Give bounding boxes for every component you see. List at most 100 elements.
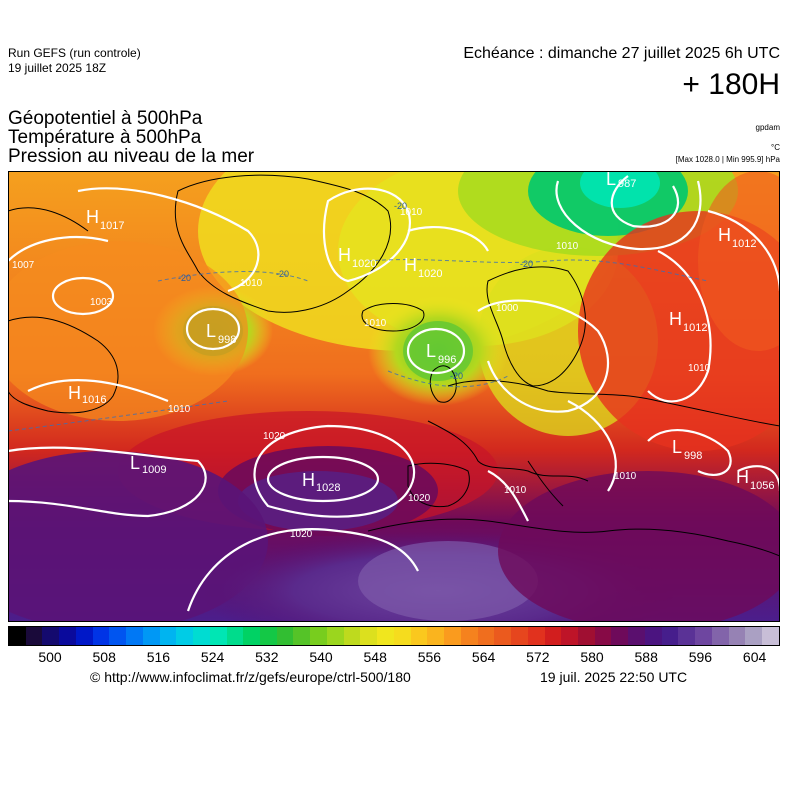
color-scale-tick: 572 — [526, 649, 550, 665]
color-scale-tick: 524 — [200, 649, 225, 665]
color-swatch — [59, 627, 76, 645]
pressure-max-min: [Max 1028.0 | Min 995.9] hPa — [675, 155, 780, 164]
color-swatch — [126, 627, 143, 645]
unit-temperature: °C — [771, 143, 780, 152]
low-pressure-label: L — [672, 437, 682, 457]
color-swatch — [661, 627, 679, 645]
color-swatch — [293, 627, 311, 645]
low-pressure-label: L — [606, 171, 616, 189]
color-swatch — [377, 627, 394, 645]
isobar-label: 1010 — [364, 318, 387, 329]
color-swatch — [561, 627, 578, 645]
isobar-label: 1010 — [688, 363, 711, 374]
color-swatch — [209, 627, 227, 645]
high-pressure-value: 1056 — [750, 480, 774, 492]
isotherm-label: -20 — [178, 273, 191, 283]
color-swatch — [310, 627, 327, 645]
isobar-label: 1020 — [290, 529, 313, 540]
color-scale-tick: 596 — [688, 649, 713, 665]
color-swatch — [460, 627, 478, 645]
isobar-label: 1007 — [12, 260, 35, 271]
low-pressure-value: 996 — [438, 354, 456, 366]
color-swatch — [75, 627, 93, 645]
low-pressure-value: 998 — [684, 450, 702, 462]
color-scale-tick: 508 — [92, 649, 116, 665]
color-scale-tick: 500 — [38, 649, 62, 665]
color-scale-tick: 532 — [255, 649, 279, 665]
color-swatch — [226, 627, 244, 645]
color-swatch — [326, 627, 344, 645]
high-pressure-label: H — [86, 207, 99, 227]
low-pressure-value: 1009 — [142, 464, 166, 476]
source-url: © http://www.infoclimat.fr/z/gefs/europe… — [90, 669, 411, 685]
low-pressure-label: L — [206, 321, 216, 341]
high-pressure-label: H — [68, 383, 81, 403]
color-swatch — [343, 627, 361, 645]
color-swatch — [628, 627, 645, 645]
color-swatch — [92, 627, 110, 645]
param-temperature: Température à 500hPa — [8, 127, 202, 148]
isobar-label: 1010 — [556, 241, 579, 252]
color-swatch — [527, 627, 545, 645]
high-pressure-value: 1017 — [100, 220, 124, 232]
color-swatch — [360, 627, 378, 645]
color-swatch — [410, 627, 428, 645]
color-swatch — [711, 627, 729, 645]
isobar-label: 1010 — [504, 485, 527, 496]
high-pressure-label: H — [404, 255, 417, 275]
isobar-label: 1000 — [496, 303, 519, 314]
high-pressure-label: H — [338, 245, 351, 265]
low-pressure-label: L — [130, 453, 140, 473]
forecast-valid-time: Echéance : dimanche 27 juillet 2025 6h U… — [463, 45, 780, 62]
color-swatch — [243, 627, 261, 645]
color-swatch — [695, 627, 712, 645]
color-swatch — [260, 627, 277, 645]
color-scale-tick: 516 — [146, 649, 171, 665]
high-pressure-label: H — [736, 467, 749, 487]
run-title: Run GEFS (run controle) — [8, 46, 141, 60]
color-swatch — [544, 627, 562, 645]
color-swatch — [745, 627, 763, 645]
isobar-label: 1010 — [400, 207, 423, 218]
isobar-label: 1010 — [168, 404, 191, 415]
forecast-hours: + 180H — [682, 68, 780, 101]
color-swatch — [594, 627, 612, 645]
high-pressure-label: H — [669, 309, 682, 329]
unit-geopotential: gpdam — [755, 123, 780, 132]
high-pressure-value: 1012 — [732, 238, 756, 250]
color-swatch — [644, 627, 662, 645]
isotherm-label: -20 — [276, 269, 289, 279]
color-swatch — [678, 627, 696, 645]
run-date: 19 juillet 2025 18Z — [8, 61, 107, 75]
color-scale-tick: 604 — [742, 649, 767, 665]
color-swatch — [477, 627, 495, 645]
color-swatch — [42, 627, 60, 645]
high-pressure-label: H — [302, 470, 315, 490]
low-pressure-value: 987 — [618, 178, 636, 190]
isobar-label: 1010 — [240, 278, 263, 289]
color-swatch — [494, 627, 512, 645]
color-swatch — [142, 627, 160, 645]
color-swatch — [25, 627, 43, 645]
param-mslp: Pression au niveau de la mer — [8, 146, 255, 167]
color-swatch — [444, 627, 461, 645]
param-geopotential: Géopotentiel à 500hPa — [8, 108, 203, 129]
generation-time: 19 juil. 2025 22:50 UTC — [540, 669, 688, 685]
color-scale-tick: 540 — [309, 649, 333, 665]
color-scale-ticks: 500 508 516 524 532 540 548 556 564 572 580 588 596 6… — [8, 649, 780, 667]
color-swatch — [577, 627, 595, 645]
color-swatch — [762, 627, 779, 645]
high-pressure-value: 1012 — [683, 322, 707, 334]
isobar-label: 1003 — [90, 297, 113, 308]
isotherm-label: -20 — [394, 201, 407, 211]
isobar-label: 1020 — [408, 493, 431, 504]
color-swatch — [728, 627, 746, 645]
high-pressure-value: 1016 — [82, 394, 106, 406]
color-swatch — [393, 627, 411, 645]
color-swatch — [427, 627, 445, 645]
color-swatch — [109, 627, 127, 645]
low-pressure-label: L — [426, 341, 436, 361]
high-pressure-value: 1028 — [316, 482, 340, 494]
high-pressure-label: H — [718, 225, 731, 245]
isobar-label: 1010 — [614, 471, 637, 482]
